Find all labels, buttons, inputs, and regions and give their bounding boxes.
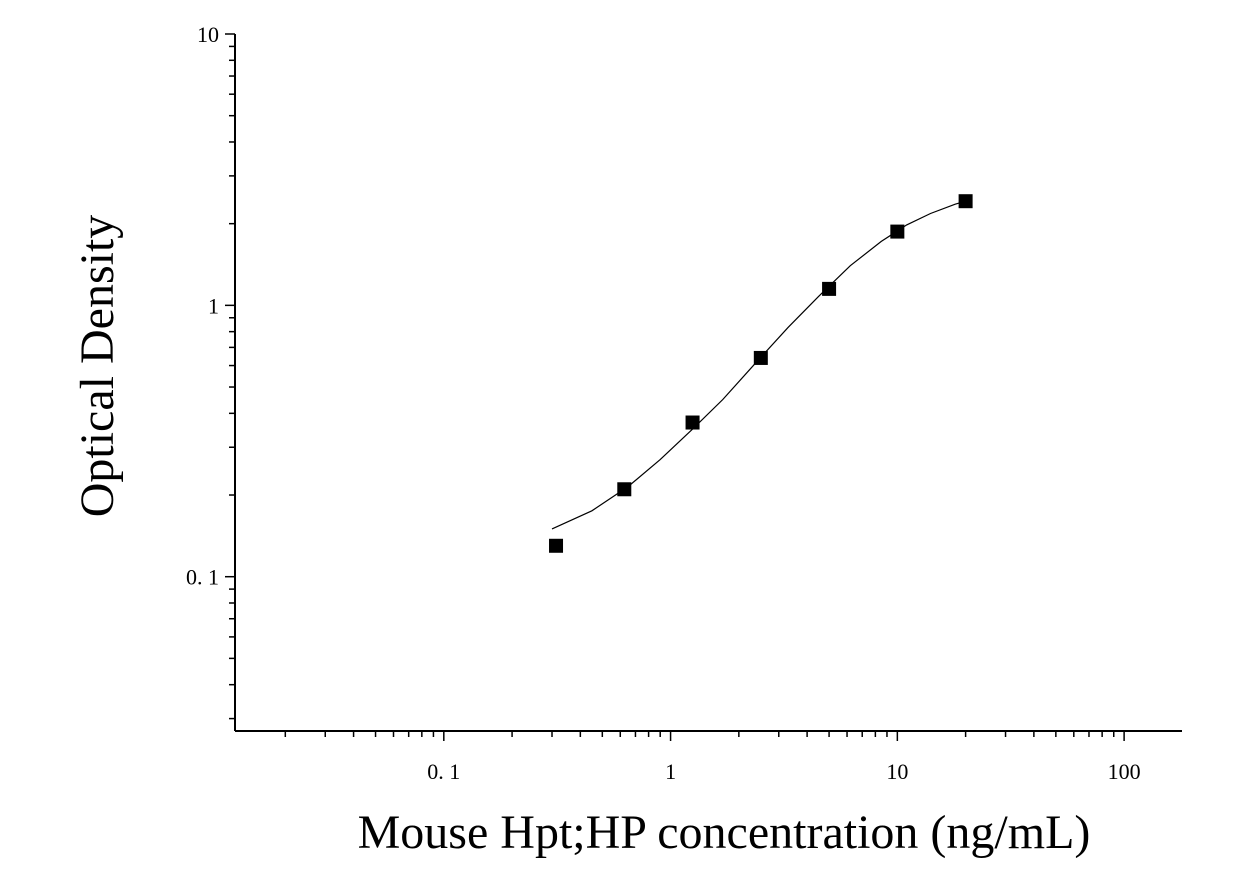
x-axis-title: Mouse Hpt;HP concentration (ng/mL) <box>358 806 1091 859</box>
data-point-marker <box>617 482 632 497</box>
x-tick-label: 100 <box>1108 759 1141 784</box>
y-axis-title: Optical Density <box>71 215 124 518</box>
data-point-marker <box>753 350 768 365</box>
x-tick-label: 10 <box>886 759 908 784</box>
x-tick-label: 1 <box>665 759 676 784</box>
fit-curve-line <box>551 200 966 530</box>
data-point-marker <box>685 415 700 430</box>
x-tick-label: 0. 1 <box>427 759 460 784</box>
y-tick-label: 1 <box>208 293 219 318</box>
axis-labels-group: 0. 1 1 10 100 0. 1 1 10 <box>186 22 1141 784</box>
data-point-marker <box>822 281 837 296</box>
data-points-group <box>549 194 973 553</box>
data-point-marker <box>890 224 905 239</box>
y-tick-label: 10 <box>197 22 219 47</box>
data-point-marker <box>958 194 973 209</box>
axes <box>225 33 1182 741</box>
data-point-marker <box>549 538 564 553</box>
fit-curve-group <box>551 200 966 530</box>
y-tick-label: 0. 1 <box>186 565 219 590</box>
